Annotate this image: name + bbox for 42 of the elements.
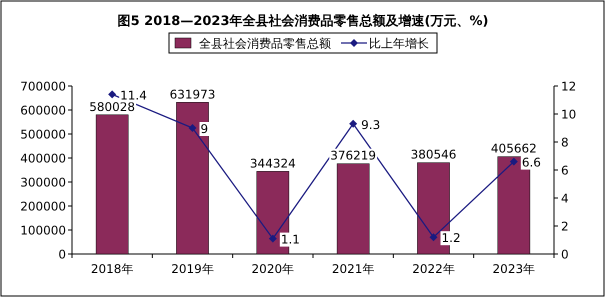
- y-tick-label: 100000: [20, 224, 66, 238]
- data-label: 6.6: [522, 156, 541, 170]
- x-tick-label: 2018年: [90, 262, 134, 276]
- data-label: 1.2: [442, 231, 461, 246]
- y2-tick-label: 10: [561, 108, 576, 122]
- data-label: 631973: [170, 87, 216, 102]
- y-tick-label: 200000: [20, 200, 66, 214]
- data-label: 580028: [89, 100, 136, 114]
- x-tick-label: 2021年: [332, 262, 374, 276]
- data-label: 380546: [410, 148, 456, 162]
- data-label: 11.4: [120, 88, 147, 102]
- point: [430, 233, 438, 242]
- x-tick-label: 2020年: [252, 262, 294, 276]
- legend-label: 比上年增长: [369, 36, 429, 50]
- y2-tick-label: 8: [561, 136, 569, 150]
- y2-tick-label: 6: [561, 164, 569, 178]
- y-tick-label: 300000: [20, 176, 66, 190]
- data-label: 9: [200, 122, 208, 136]
- y2-tick-label: 12: [561, 80, 576, 94]
- legend-label: 全县社会消费品零售总额: [199, 36, 331, 50]
- y-tick-label: 500000: [20, 128, 66, 142]
- y-tick-label: 700000: [20, 80, 66, 94]
- x-tick-label: 2023年: [492, 262, 536, 276]
- point: [188, 124, 196, 132]
- point: [108, 90, 116, 98]
- y2-tick-label: 0: [561, 248, 569, 262]
- point: [268, 234, 277, 243]
- data-label: 1.1: [280, 232, 300, 247]
- data-label: 344324: [250, 156, 296, 170]
- x-tick-label: 2022年: [412, 262, 455, 276]
- y-tick-label: 0: [58, 248, 66, 262]
- y2-tick-label: 2: [561, 220, 569, 234]
- y2-tick-label: 4: [561, 192, 569, 206]
- data-label: 9.3: [361, 118, 380, 132]
- y-tick-label: 400000: [20, 152, 66, 166]
- point: [510, 158, 518, 166]
- y-tick-label: 600000: [20, 104, 66, 118]
- data-label: 376219: [330, 148, 376, 163]
- x-tick-label: 2019年: [171, 262, 214, 276]
- data-label: 405662: [490, 142, 537, 156]
- point: [349, 120, 358, 128]
- chart-title: 图5 2018—2023年全县社会消费品零售总额及增速(万元、%): [118, 13, 488, 29]
